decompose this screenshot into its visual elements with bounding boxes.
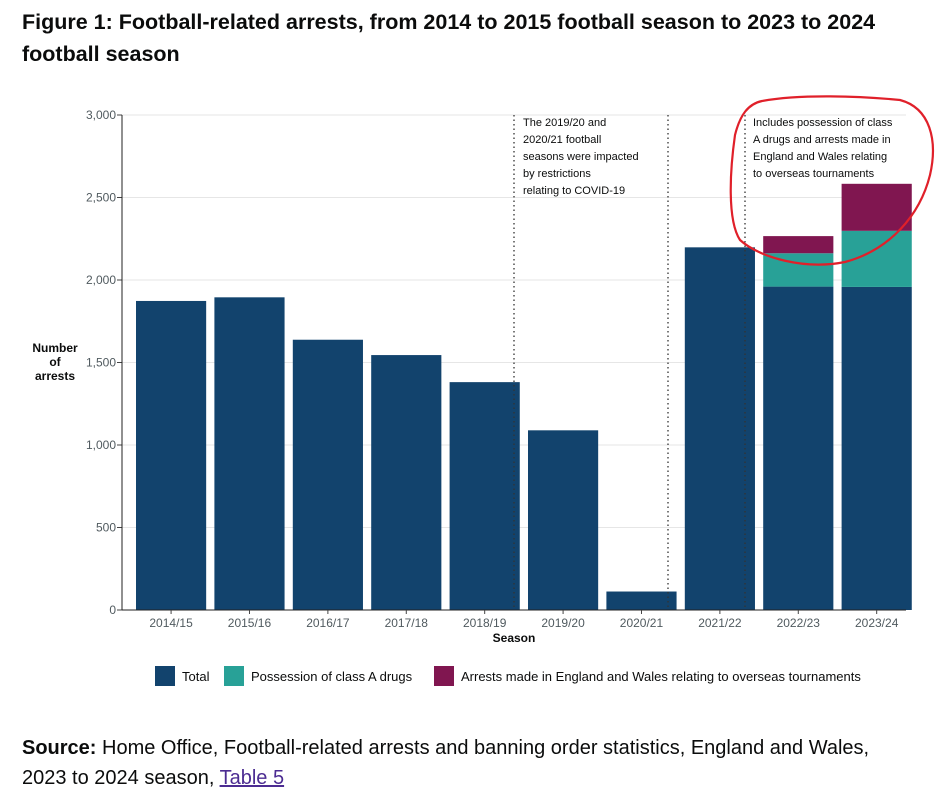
highlight-circle <box>729 95 934 266</box>
x-tick-label: 2014/15 <box>149 616 193 630</box>
y-axis-title-line: arrests <box>35 369 75 383</box>
bar-2014-15-series-0 <box>136 300 207 610</box>
x-tick-label: 2020/21 <box>620 616 664 630</box>
y-tick-label: 500 <box>96 521 116 535</box>
source-note: Source: Home Office, Football-related ar… <box>22 733 902 793</box>
figure-title: Figure 1: Football-related arrests, from… <box>22 10 876 66</box>
legend-label-2: Arrests made in England and Wales relati… <box>461 669 861 684</box>
source-text: Home Office, Football-related arrests an… <box>22 737 870 789</box>
y-tick-label: 1,000 <box>86 438 116 452</box>
covid-annotation-line: 2020/21 football <box>523 134 601 146</box>
bar-2023-24-series-2 <box>841 183 912 231</box>
bar-2020-21-series-0 <box>606 591 677 610</box>
y-tick-label: 1,500 <box>86 356 116 370</box>
x-tick-label: 2021/22 <box>698 616 742 630</box>
covid-annotation-line: The 2019/20 and <box>523 117 606 129</box>
covid-annotation-line: relating to COVID-19 <box>523 185 625 197</box>
source-label: Source: <box>22 737 97 759</box>
covid-annotation-line: by restrictions <box>523 168 591 180</box>
bar-2022-23-series-0 <box>763 286 834 610</box>
y-tick-label: 2,000 <box>86 273 116 287</box>
overseas-annotation-line: England and Wales relating <box>753 151 887 163</box>
bar-2022-23-series-2 <box>763 236 834 254</box>
overseas-annotation-line: Includes possession of class <box>753 117 893 129</box>
x-tick-label: 2022/23 <box>777 616 821 630</box>
legend-label-0: Total <box>182 669 210 684</box>
legend-swatch-0 <box>155 666 175 686</box>
bar-2019-20-series-0 <box>528 430 599 610</box>
chart: 0 500 1,000 1,500 2,000 2,500 3,000 2014/15 2015… <box>32 95 934 686</box>
overseas-annotation-line: A drugs and arrests made in <box>753 134 891 146</box>
bar-2023-24-series-0 <box>841 286 912 610</box>
x-tick-label: 2018/19 <box>463 616 507 630</box>
y-tick-label: 0 <box>109 603 116 617</box>
bar-2021-22-series-0 <box>684 247 755 610</box>
x-axis-title: Season <box>493 631 536 645</box>
legend-swatch-2 <box>434 666 454 686</box>
y-tick-label: 2,500 <box>86 191 116 205</box>
x-tick-label: 2015/16 <box>228 616 272 630</box>
y-axis-title-line: Number <box>32 341 78 355</box>
x-tick-label: 2023/24 <box>855 616 899 630</box>
bar-2017-18-series-0 <box>371 355 442 610</box>
covid-annotation-line: seasons were impacted <box>523 151 639 163</box>
bar-2018-19-series-0 <box>449 382 520 610</box>
bar-2016-17-series-0 <box>292 339 363 610</box>
y-tick-label: 3,000 <box>86 108 116 122</box>
x-tick-label: 2016/17 <box>306 616 350 630</box>
table-5-link[interactable]: Table 5 <box>219 767 285 789</box>
legend-swatch-1 <box>224 666 244 686</box>
bar-2015-16-series-0 <box>214 297 285 610</box>
x-tick-label: 2017/18 <box>385 616 429 630</box>
overseas-annotation-line: to overseas tournaments <box>753 168 875 180</box>
y-axis-title-line: of <box>49 355 61 369</box>
x-tick-label: 2019/20 <box>541 616 585 630</box>
legend-label-1: Possession of class A drugs <box>251 669 413 684</box>
